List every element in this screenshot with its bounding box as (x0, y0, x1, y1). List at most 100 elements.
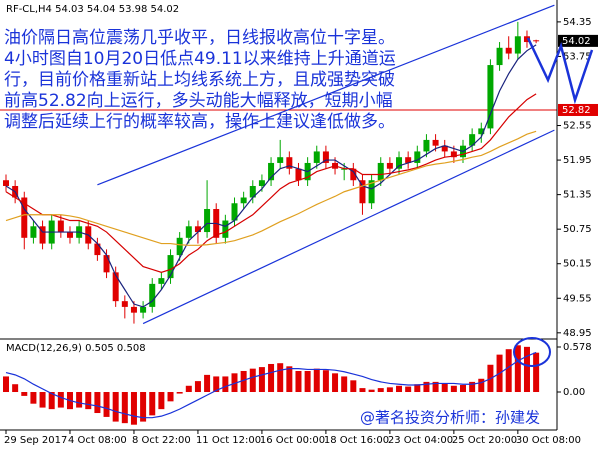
macd-bar (85, 392, 92, 410)
macd-bar (21, 392, 28, 396)
x-tick-label: 18 Oct 16:00 (324, 435, 389, 446)
macd-bar (368, 389, 375, 393)
macd-bar (48, 392, 55, 410)
candle-body (176, 237, 183, 256)
candle-body (167, 255, 174, 279)
macd-bar (341, 376, 348, 393)
annotation-line: 油价隔日高位震荡几乎收平，日线报收高位十字星。 (4, 28, 395, 48)
candle-body (30, 226, 37, 238)
highlight-circle (513, 337, 551, 367)
macd-bar (432, 381, 439, 393)
macd-bar (441, 383, 448, 393)
trendline (97, 4, 555, 186)
macd-bar (377, 388, 384, 393)
price-tag (558, 103, 598, 116)
macd-bar (130, 392, 137, 425)
y-tick-label: 50.15 (563, 259, 592, 270)
candle-body (496, 47, 503, 66)
macd-bar (39, 392, 46, 408)
y-tick-label: 54.35 (563, 17, 592, 28)
forecast-arrow (526, 37, 594, 105)
candle-body (423, 139, 430, 152)
candle-body (533, 40, 540, 42)
macd-bar (112, 392, 119, 422)
watermark: @著名投资分析师：孙建发 (360, 409, 540, 427)
annotation-line: 行，目前价格重新站上均线系统上方，且成强势突破 (4, 70, 395, 90)
macd-bar (286, 366, 293, 393)
candle-body (194, 226, 201, 233)
macd-bar (121, 392, 128, 424)
candle-body (322, 151, 329, 163)
macd-bar (3, 376, 9, 393)
price-tag-label: 52.82 (562, 105, 591, 116)
macd-bar (386, 387, 393, 393)
y-tick-label: 48.95 (563, 328, 592, 339)
macd-bar (185, 385, 192, 393)
macd-bar (94, 392, 101, 414)
y-tick-label: 51.95 (563, 155, 592, 166)
candle-body (222, 220, 229, 238)
x-tick-label: 4 Oct 08:00 (68, 435, 127, 446)
macd-bar (222, 376, 229, 393)
macd-bar (414, 384, 421, 393)
macd-signal (5, 351, 537, 419)
macd-bar (258, 367, 265, 393)
candle-body (450, 151, 457, 158)
price-tag (558, 34, 598, 47)
candle-body (405, 157, 412, 163)
candle-body (231, 203, 238, 221)
x-tick-label: 25 Oct 20:00 (452, 435, 517, 446)
macd-bar (158, 392, 165, 410)
candle-body (240, 197, 247, 204)
candle-body (103, 255, 110, 273)
candle-body (286, 157, 293, 169)
candle-body (3, 180, 9, 186)
candle-body (121, 301, 128, 307)
candle-body (350, 168, 357, 181)
candle-body (39, 226, 46, 244)
macd-bar (76, 392, 83, 408)
macd-bar (249, 368, 256, 393)
macd-bar (213, 376, 220, 393)
macd-bar (240, 370, 247, 393)
macd-bar (167, 392, 174, 402)
trendline (142, 129, 555, 325)
macd-bar (460, 385, 466, 393)
macd-bar (533, 352, 540, 393)
candle-body (377, 162, 384, 181)
moving-average (5, 130, 537, 246)
x-tick-label: 16 Oct 00:00 (260, 435, 325, 446)
moving-average (5, 93, 537, 273)
x-tick-label: 11 Oct 12:00 (196, 435, 261, 446)
macd-bar (30, 392, 37, 404)
annotation-line: 调整后延续上行的概率较高，操作上建议逢低做多。 (4, 112, 395, 132)
candle-body (185, 226, 192, 238)
candle-body (313, 151, 320, 163)
candle-body (514, 36, 521, 54)
macd-bar (423, 381, 430, 393)
x-tick-label: 29 Sep 2017 (4, 435, 67, 446)
x-tick-label: 23 Oct 04:00 (388, 435, 453, 446)
macd-bar (176, 392, 183, 394)
candle-body (432, 139, 439, 146)
candle-body (130, 306, 137, 313)
annotation-line: 前高52.82向上运行，多头动能大幅释放，短期小幅 (4, 91, 393, 111)
candle-body (359, 180, 366, 204)
macd-bar (268, 363, 275, 393)
macd-bar (103, 392, 110, 417)
macd-bar (332, 373, 339, 393)
candle-body (21, 197, 28, 238)
candle-body (66, 232, 73, 238)
candle-body (204, 209, 211, 233)
candle-body (396, 157, 403, 169)
macd-bar (231, 373, 238, 393)
y-tick-label: 51.35 (563, 190, 592, 201)
moving-average (5, 44, 537, 308)
macd-bar (12, 384, 19, 393)
candle-body (386, 162, 393, 169)
macd-bar (194, 381, 201, 393)
candle-body (487, 65, 494, 129)
macd-y-tick-label: 0.578 (563, 342, 592, 353)
